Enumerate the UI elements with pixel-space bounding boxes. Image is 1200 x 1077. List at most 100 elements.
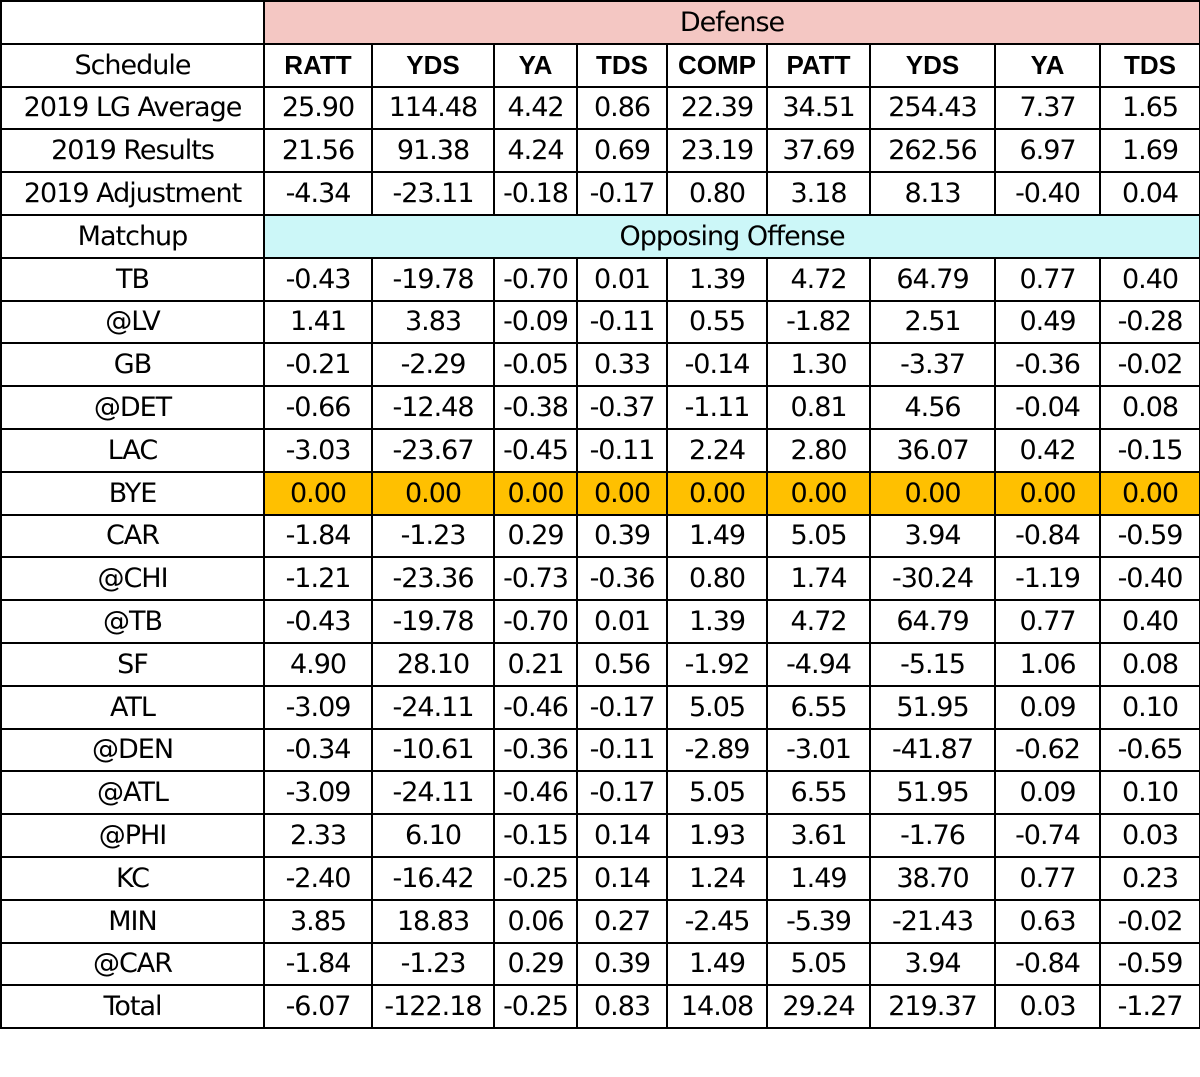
value-cell: 0.00 — [766, 470, 871, 516]
value-cell: -2.40 — [263, 855, 373, 901]
value-cell: 0.14 — [576, 855, 668, 901]
value-cell: 3.61 — [766, 813, 871, 858]
value-cell: 0.80 — [666, 171, 768, 216]
row-label: @CAR — [0, 941, 265, 987]
value-cell: 51.95 — [869, 684, 996, 730]
value-cell: -2.89 — [666, 727, 768, 773]
value-cell: -0.25 — [493, 855, 578, 901]
row-label: 2019 LG Average — [0, 85, 265, 131]
matchup-row: LAC -3.03 -23.67 -0.45 -0.11 2.24 2.80 36.07 0.4… — [0, 427, 1200, 473]
value-cell: 0.63 — [994, 898, 1101, 944]
value-cell: -0.34 — [263, 727, 373, 773]
value-cell: -1.27 — [1099, 984, 1200, 1030]
value-cell: 2.51 — [869, 299, 996, 345]
value-cell: 0.03 — [1099, 813, 1200, 858]
value-cell: 1.41 — [263, 299, 373, 345]
value-cell: -41.87 — [869, 727, 996, 773]
matchup-row: @LV 1.41 3.83 -0.09 -0.11 0.55 -1.82 2.51 0.49 -0… — [0, 299, 1200, 345]
value-cell: -3.09 — [263, 684, 373, 730]
value-cell: 0.77 — [994, 256, 1101, 302]
value-cell: 37.69 — [766, 128, 871, 174]
value-cell: 0.01 — [576, 599, 668, 644]
value-cell: -2.45 — [666, 898, 768, 944]
value-cell: 4.72 — [766, 599, 871, 644]
row-label: SF — [0, 641, 265, 687]
summary-row: 2019 Adjustment -4.34 -23.11 -0.18 -0.17 0.80… — [0, 171, 1200, 216]
value-cell: -19.78 — [371, 599, 495, 644]
value-cell: 1.93 — [666, 813, 768, 858]
value-cell: -0.66 — [263, 385, 373, 430]
value-cell: 0.81 — [766, 385, 871, 430]
value-cell: -4.94 — [766, 641, 871, 687]
value-cell: 0.00 — [263, 470, 373, 516]
matchup-row: @CHI -1.21 -23.36 -0.73 -0.36 0.80 1.74 -30.24-… — [0, 556, 1200, 602]
value-cell: 0.77 — [994, 855, 1101, 901]
row-label: @LV — [0, 299, 265, 345]
value-cell: 0.27 — [576, 898, 668, 944]
value-cell: -0.62 — [994, 727, 1101, 773]
value-cell: -0.17 — [576, 171, 668, 216]
value-cell: 6.55 — [766, 684, 871, 730]
matchup-row: KC -2.40 -16.42 -0.25 0.14 1.24 1.49 38.70 0.77 0… — [0, 855, 1200, 901]
summary-row: 2019 Results 21.56 91.38 4.24 0.69 23.19 37.69… — [0, 128, 1200, 174]
value-cell: -0.73 — [493, 556, 578, 602]
value-cell: 25.90 — [263, 85, 373, 131]
value-cell: 1.24 — [666, 855, 768, 901]
value-cell: 0.77 — [994, 599, 1101, 644]
value-cell: 0.09 — [994, 684, 1101, 730]
row-label: @TB — [0, 599, 265, 644]
value-cell: -0.36 — [994, 342, 1101, 388]
value-cell: 64.79 — [869, 599, 996, 644]
column-header: TDS — [1099, 42, 1200, 88]
value-cell: -23.67 — [371, 427, 495, 473]
value-cell: 0.00 — [1099, 470, 1200, 516]
value-cell: -0.36 — [576, 556, 668, 602]
value-cell: 38.70 — [869, 855, 996, 901]
value-cell: 36.07 — [869, 427, 996, 473]
value-cell: 28.10 — [371, 641, 495, 687]
value-cell: -0.02 — [1099, 898, 1200, 944]
value-cell: 0.69 — [576, 128, 668, 174]
value-cell: 3.83 — [371, 299, 495, 345]
value-cell: -0.28 — [1099, 299, 1200, 345]
value-cell: 0.29 — [493, 941, 578, 987]
value-cell: -0.15 — [1099, 427, 1200, 473]
value-cell: 1.49 — [666, 941, 768, 987]
value-cell: 2.33 — [263, 813, 373, 858]
value-cell: 3.94 — [869, 513, 996, 559]
total-row: Total -6.07 -122.18 -0.25 0.83 14.08 29.24 219.… — [0, 984, 1200, 1030]
value-cell: 4.56 — [869, 385, 996, 430]
column-header: YDS — [869, 42, 996, 88]
value-cell: 1.30 — [766, 342, 871, 388]
value-cell: -23.11 — [371, 171, 495, 216]
matchup-row: TB -0.43 -19.78 -0.70 0.01 1.39 4.72 64.79 0.77 0… — [0, 256, 1200, 302]
row-label: @PHI — [0, 813, 265, 858]
defense-band-label: Defense — [263, 0, 1200, 45]
defense-adjustment-table: Defense Schedule RATT YDS YA TDS COMP PA… — [0, 0, 1200, 1030]
value-cell: -0.59 — [1099, 941, 1200, 987]
value-cell: 0.10 — [1099, 684, 1200, 730]
row-label: 2019 Results — [0, 128, 265, 174]
value-cell: 254.43 — [869, 85, 996, 131]
value-cell: 0.21 — [493, 641, 578, 687]
value-cell: 0.83 — [576, 984, 668, 1030]
value-cell: -0.84 — [994, 941, 1101, 987]
value-cell: 29.24 — [766, 984, 871, 1030]
column-header: PATT — [766, 42, 871, 88]
matchup-row: SF 4.90 28.10 0.21 0.56 -1.92 -4.94 -5.15 1.06 0.… — [0, 641, 1200, 687]
value-cell: 0.42 — [994, 427, 1101, 473]
value-cell: 6.10 — [371, 813, 495, 858]
value-cell: -0.05 — [493, 342, 578, 388]
value-cell: 0.01 — [576, 256, 668, 302]
value-cell: 0.08 — [1099, 385, 1200, 430]
value-cell: 1.39 — [666, 256, 768, 302]
value-cell: 0.80 — [666, 556, 768, 602]
matchup-row: GB -0.21 -2.29 -0.05 0.33 -0.14 1.30 -3.37 -0.36… — [0, 342, 1200, 388]
value-cell: 0.55 — [666, 299, 768, 345]
value-cell: -0.46 — [493, 684, 578, 730]
value-cell: 0.49 — [994, 299, 1101, 345]
value-cell: -0.70 — [493, 599, 578, 644]
value-cell: 0.40 — [1099, 599, 1200, 644]
value-cell: 2.24 — [666, 427, 768, 473]
value-cell: -30.24 — [869, 556, 996, 602]
